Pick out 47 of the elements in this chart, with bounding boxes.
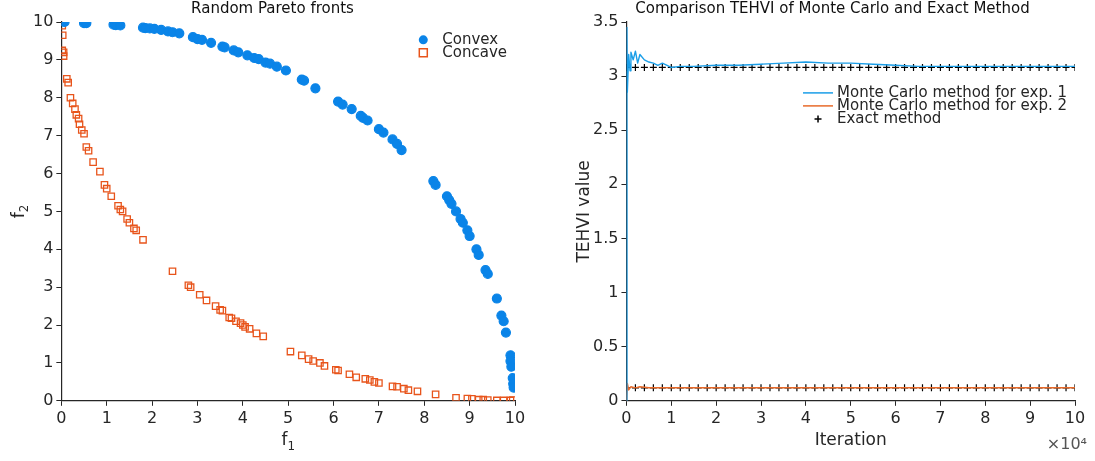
y-tick-label: 3 <box>43 276 54 296</box>
x-axis-title: Iteration <box>814 429 887 450</box>
y-tick-label: 0 <box>608 389 619 409</box>
x-tick-label: 1 <box>666 407 677 427</box>
y-axis-title: TEHVI value <box>572 160 593 264</box>
y-tick-label: 4 <box>43 238 54 258</box>
y-tick-label: 1.5 <box>592 227 619 247</box>
x-tick-label: 7 <box>935 407 946 427</box>
y-tick-label: 3 <box>608 65 619 85</box>
x-tick-label: 10 <box>504 407 526 427</box>
x-tick-label: 3 <box>192 407 203 427</box>
y-tick-label: 1 <box>43 352 54 372</box>
x-tick-label: 6 <box>328 407 339 427</box>
y-tick-label: 1 <box>608 281 619 301</box>
x-tick-label: 9 <box>1025 407 1036 427</box>
x-tick-label: 0 <box>621 407 632 427</box>
x-tick-label: 9 <box>464 407 475 427</box>
x-tick-label: 2 <box>146 407 158 427</box>
y-tick-label: 3.5 <box>592 11 619 31</box>
y-tick-label: 7 <box>43 124 54 144</box>
text: ×10⁴ <box>1046 433 1088 453</box>
x-tick-label: 2 <box>711 407 722 427</box>
y-tick-label: 8 <box>43 86 54 106</box>
x-tick-label: 8 <box>980 407 991 427</box>
y-tick-label: 6 <box>43 162 54 182</box>
y-tick-label: 0 <box>43 389 54 409</box>
chart-title: Random Pareto fronts <box>191 0 355 17</box>
x-tick-label: 7 <box>373 407 384 427</box>
x-tick-label: 4 <box>237 407 248 427</box>
x-tick-label: 3 <box>755 407 767 427</box>
x-tick-label: 5 <box>845 407 856 427</box>
x-tick-label: 0 <box>56 407 67 427</box>
y-tick-label: 2.5 <box>592 119 619 139</box>
y-tick-label: 2 <box>608 173 619 193</box>
x-tick-label: 1 <box>101 407 112 427</box>
y-tick-label: 5 <box>43 200 54 220</box>
chart-title: Comparison TEHVI of Monte Carlo and Exact Method <box>635 0 1030 17</box>
y-tick-label: 10 <box>33 11 54 31</box>
y-tick-label: 9 <box>43 49 54 69</box>
x-tick-label: 4 <box>800 407 811 427</box>
y-tick-label: 2 <box>43 314 54 334</box>
x-tick-label: 8 <box>419 407 430 427</box>
y-tick-label: 0.5 <box>592 335 619 355</box>
y-axis-title: f2 <box>7 204 32 219</box>
x-tick-label: 5 <box>283 407 294 427</box>
x-tick-label: 6 <box>890 407 901 427</box>
x-tick-label: 10 <box>1064 407 1086 427</box>
